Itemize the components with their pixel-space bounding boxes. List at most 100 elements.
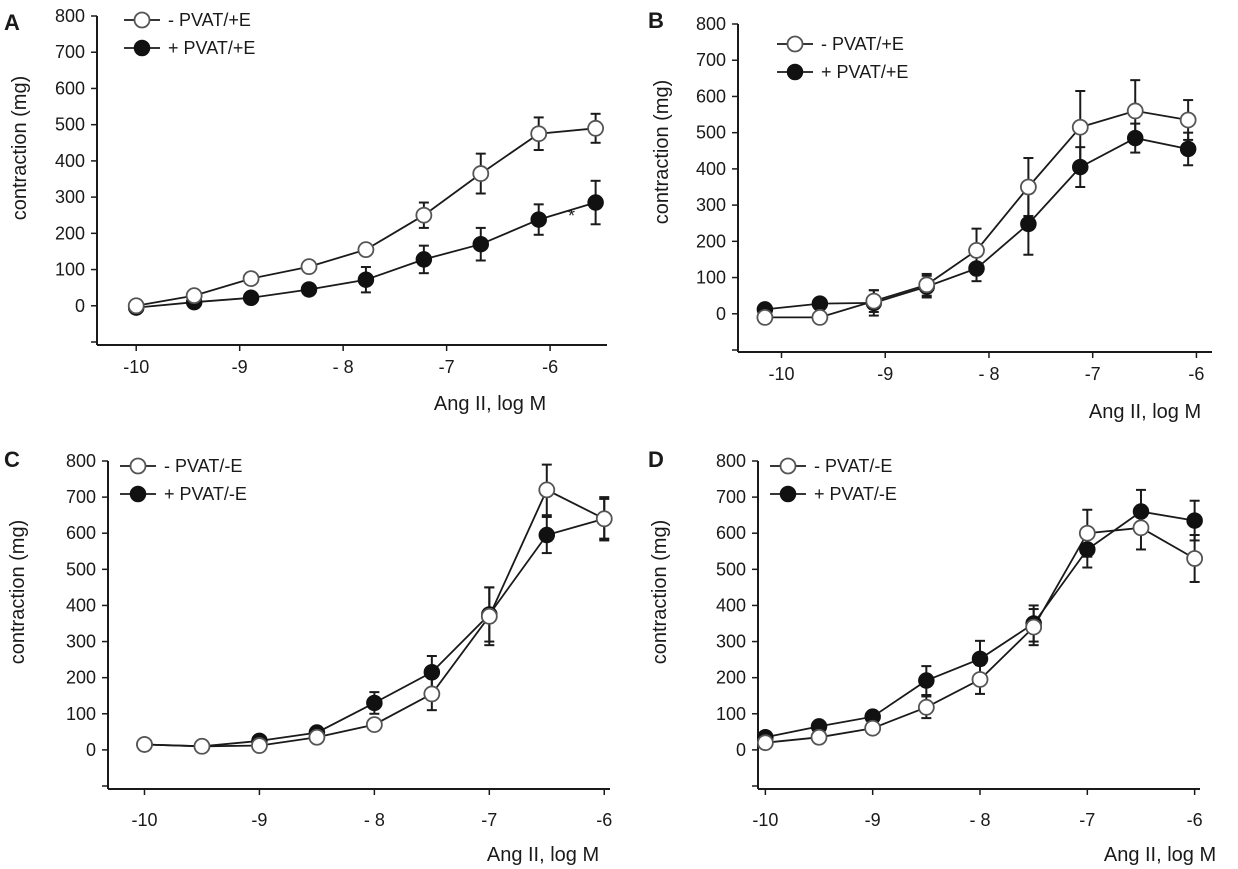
x-tick-label-a: -7 bbox=[439, 357, 455, 377]
y-tick-label-c: 200 bbox=[66, 668, 96, 688]
y-tick-label-c: 100 bbox=[66, 704, 96, 724]
x-tick-label-b: -10 bbox=[768, 364, 794, 384]
data-point-a-filled bbox=[415, 251, 433, 268]
data-point-b-filled bbox=[1179, 140, 1197, 158]
y-tick-label-d: 0 bbox=[736, 740, 746, 760]
legend-marker-d-filled bbox=[779, 485, 797, 503]
data-point-a-open bbox=[415, 206, 433, 224]
data-point-d-open bbox=[1025, 618, 1043, 636]
y-tick-label-a: 0 bbox=[75, 296, 85, 316]
data-point-d-open bbox=[810, 728, 828, 746]
y-tick-label-a: 600 bbox=[55, 78, 85, 98]
x-axis-label-d: Ang II, log M bbox=[1104, 844, 1216, 866]
x-tick-label-c: -9 bbox=[251, 810, 267, 830]
data-point-c-filled bbox=[366, 694, 383, 712]
data-point-b-filled bbox=[1020, 215, 1037, 233]
data-point-a-filled bbox=[357, 271, 375, 288]
panel-letter-c: C bbox=[4, 447, 20, 472]
legend-label-c-filled: + PVAT/-E bbox=[164, 484, 247, 504]
data-point-c-open bbox=[538, 481, 556, 499]
data-point-a-filled bbox=[587, 194, 604, 211]
y-tick-label-b: 800 bbox=[696, 14, 726, 34]
data-point-c-filled bbox=[423, 664, 441, 681]
data-point-a-filled bbox=[242, 289, 260, 307]
data-point-b-filled bbox=[968, 260, 985, 277]
x-tick-label-a: -6 bbox=[542, 357, 558, 377]
data-point-b-open bbox=[1071, 118, 1089, 136]
data-point-d-filled bbox=[1186, 512, 1203, 529]
y-tick-label-c: 0 bbox=[86, 740, 96, 760]
legend-marker-b-open bbox=[786, 35, 804, 53]
data-point-d-open bbox=[1132, 519, 1150, 537]
data-point-d-open bbox=[971, 671, 989, 688]
x-tick-label-c: -7 bbox=[481, 810, 497, 830]
x-tick-label-d: -7 bbox=[1079, 810, 1095, 830]
x-tick-label-b: -6 bbox=[1188, 364, 1204, 384]
x-tick-label-b: -7 bbox=[1085, 364, 1101, 384]
y-tick-label-c: 400 bbox=[66, 595, 96, 615]
data-point-b-open bbox=[1126, 102, 1144, 120]
data-point-c-open bbox=[595, 510, 613, 528]
data-point-d-filled bbox=[971, 650, 989, 668]
x-tick-label-c: -6 bbox=[596, 810, 612, 830]
x-axis-label-c: Ang II, log M bbox=[487, 844, 599, 866]
x-tick-label-d: -6 bbox=[1187, 810, 1203, 830]
data-point-b-filled bbox=[1126, 129, 1144, 147]
panel-a: A contraction (mg) Ang II, log M * 0 100 2… bbox=[4, 6, 607, 415]
y-tick-label-a: 400 bbox=[55, 151, 85, 171]
y-tick-label-b: 300 bbox=[696, 195, 726, 215]
legend-marker-a-filled bbox=[133, 39, 151, 57]
y-tick-label-a: 500 bbox=[55, 115, 85, 135]
data-point-a-open bbox=[587, 119, 605, 137]
y-tick-label-d: 800 bbox=[716, 451, 746, 471]
data-point-c-open bbox=[193, 737, 211, 755]
data-point-c-open bbox=[423, 685, 441, 703]
x-tick-label-a: -9 bbox=[232, 357, 248, 377]
x-axis-label-a: Ang II, log M bbox=[434, 393, 546, 415]
x-tick-label-a: - 8 bbox=[333, 357, 354, 377]
data-point-d-filled bbox=[1079, 541, 1096, 558]
legend-label-b-filled: + PVAT/+E bbox=[821, 62, 908, 82]
series-line-b-open bbox=[764, 109, 1189, 319]
data-point-d-open bbox=[917, 698, 935, 716]
data-point-a-open bbox=[357, 241, 375, 259]
data-point-a-open bbox=[242, 270, 260, 288]
data-point-a-open bbox=[530, 125, 548, 143]
series-line-d-filled bbox=[765, 510, 1195, 739]
x-tick-label-a: -10 bbox=[123, 357, 149, 377]
series-line-d-open bbox=[765, 526, 1196, 744]
y-tick-label-b: 700 bbox=[696, 50, 726, 70]
y-tick-label-d: 200 bbox=[716, 668, 746, 688]
data-point-b-filled bbox=[811, 295, 829, 312]
data-point-c-filled bbox=[538, 526, 556, 544]
y-axis-label-c: contraction (mg) bbox=[7, 520, 29, 665]
data-point-c-open bbox=[136, 736, 153, 753]
x-tick-label-b: - 8 bbox=[978, 364, 999, 384]
y-tick-label-b: 200 bbox=[696, 231, 726, 251]
data-point-b-open bbox=[918, 276, 936, 294]
legend-marker-c-filled bbox=[129, 485, 147, 503]
data-point-a-filled bbox=[472, 235, 490, 253]
data-point-b-open bbox=[1019, 178, 1037, 196]
y-tick-label-d: 300 bbox=[716, 632, 746, 652]
y-tick-label-b: 0 bbox=[716, 304, 726, 324]
y-tick-label-c: 800 bbox=[66, 451, 96, 471]
y-tick-label-d: 100 bbox=[716, 704, 746, 724]
data-point-b-open bbox=[756, 308, 774, 326]
y-tick-label-a: 700 bbox=[55, 42, 85, 62]
significance-asterisk: * bbox=[568, 206, 575, 226]
data-point-a-filled bbox=[300, 281, 318, 298]
x-tick-label-c: -10 bbox=[131, 810, 157, 830]
y-tick-label-a: 300 bbox=[55, 187, 85, 207]
y-tick-label-d: 600 bbox=[716, 523, 746, 543]
y-tick-label-c: 600 bbox=[66, 523, 96, 543]
panel-letter-a: A bbox=[4, 10, 20, 35]
legend-label-d-filled: + PVAT/-E bbox=[814, 484, 897, 504]
data-point-a-open bbox=[185, 287, 203, 305]
data-point-b-open bbox=[1179, 111, 1197, 129]
data-point-c-open bbox=[308, 728, 326, 746]
data-point-d-open bbox=[864, 719, 882, 737]
x-tick-label-d: - 8 bbox=[969, 810, 990, 830]
data-point-a-filled bbox=[530, 211, 547, 228]
